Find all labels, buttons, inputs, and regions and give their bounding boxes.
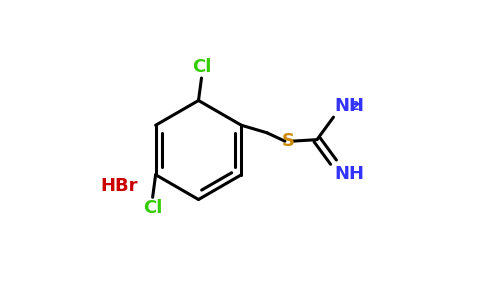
Text: Cl: Cl <box>143 199 162 217</box>
Text: NH: NH <box>334 97 364 115</box>
Text: 2: 2 <box>351 100 360 112</box>
Text: HBr: HBr <box>100 177 138 195</box>
Text: Cl: Cl <box>192 58 211 76</box>
Text: NH: NH <box>334 164 364 182</box>
Text: S: S <box>282 132 295 150</box>
